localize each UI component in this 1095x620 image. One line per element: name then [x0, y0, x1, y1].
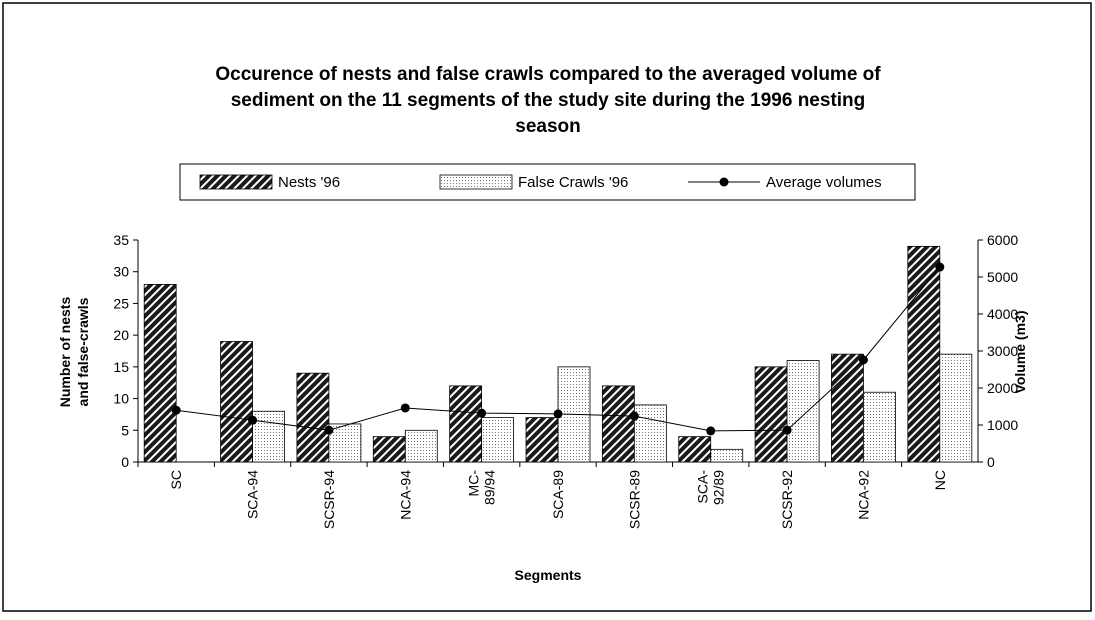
bar	[525, 417, 559, 463]
y2-axis-label: Volume (m3)	[1012, 311, 1028, 394]
title-line: sediment on the 11 segments of the study…	[231, 90, 866, 111]
x-tick-label: SCSR-92	[779, 470, 795, 529]
bar	[449, 385, 483, 463]
y2-tick-label: 2000	[987, 380, 1018, 396]
title-line: season	[515, 116, 580, 137]
y-tick-label: 20	[113, 327, 129, 343]
bar	[831, 353, 864, 463]
bar	[404, 429, 438, 463]
point	[935, 262, 945, 272]
x-axis-label: Segments	[515, 567, 582, 583]
point	[553, 409, 563, 419]
point	[858, 355, 868, 365]
y-axis-label: and false-crawls	[75, 297, 91, 406]
legend-label: Nests '96	[278, 174, 340, 191]
bar	[252, 410, 285, 463]
y2-tick-label: 3000	[987, 343, 1018, 359]
x-tick-label: NCA-92	[855, 470, 871, 520]
title-line: Occurence of nests and false crawls comp…	[215, 64, 881, 85]
bar	[296, 372, 330, 463]
legend-swatch	[719, 177, 729, 187]
y-tick-label: 15	[113, 359, 129, 375]
bar	[481, 417, 515, 463]
bar	[372, 436, 406, 463]
bar	[678, 436, 712, 463]
x-tick-label: SCA-94	[245, 470, 261, 519]
legend-label: Average volumes	[766, 174, 882, 191]
x-tick-label: SCSR-94	[321, 470, 337, 529]
x-tick-label: SCA-89	[550, 470, 566, 519]
point	[400, 403, 410, 413]
y-tick-label: 0	[121, 454, 129, 470]
legend	[179, 163, 916, 201]
y-tick-label: 35	[113, 232, 129, 248]
bar	[754, 366, 788, 463]
x-tick-label: MC-89/94	[466, 470, 498, 505]
y2-tick-label: 0	[987, 454, 995, 470]
bar	[220, 341, 253, 463]
y2-tick-label: 6000	[987, 232, 1018, 248]
y2-tick-label: 1000	[987, 417, 1018, 433]
legend-label: False Crawls '96	[518, 174, 628, 191]
bar	[863, 391, 896, 463]
point	[706, 426, 716, 436]
point	[629, 411, 639, 421]
y-tick-label: 10	[113, 391, 129, 407]
y-axis-label: Number of nests	[57, 297, 73, 408]
x-tick-label: SC	[168, 470, 184, 489]
x-tick-label: SCSR-89	[626, 470, 642, 529]
legend-swatch	[199, 174, 273, 190]
point	[477, 408, 487, 418]
point	[248, 415, 258, 425]
bar	[786, 360, 820, 463]
y2-tick-label: 4000	[987, 306, 1018, 322]
x-tick-label: NCA-94	[397, 470, 413, 520]
point	[782, 425, 792, 435]
x-tick-label: SCA-92/89	[695, 470, 727, 505]
bar	[143, 283, 177, 463]
bar	[601, 385, 635, 463]
y2-tick-label: 5000	[987, 269, 1018, 285]
bar	[939, 353, 973, 463]
y-tick-label: 30	[113, 264, 129, 280]
point	[171, 405, 181, 415]
bar	[710, 448, 744, 463]
point	[324, 425, 334, 435]
y-tick-label: 5	[121, 422, 129, 438]
bar	[633, 404, 667, 463]
x-tick-label: NC	[932, 470, 948, 490]
legend-swatch	[439, 174, 513, 190]
y-tick-label: 25	[113, 295, 129, 311]
bar	[328, 423, 362, 463]
bar	[907, 245, 941, 463]
